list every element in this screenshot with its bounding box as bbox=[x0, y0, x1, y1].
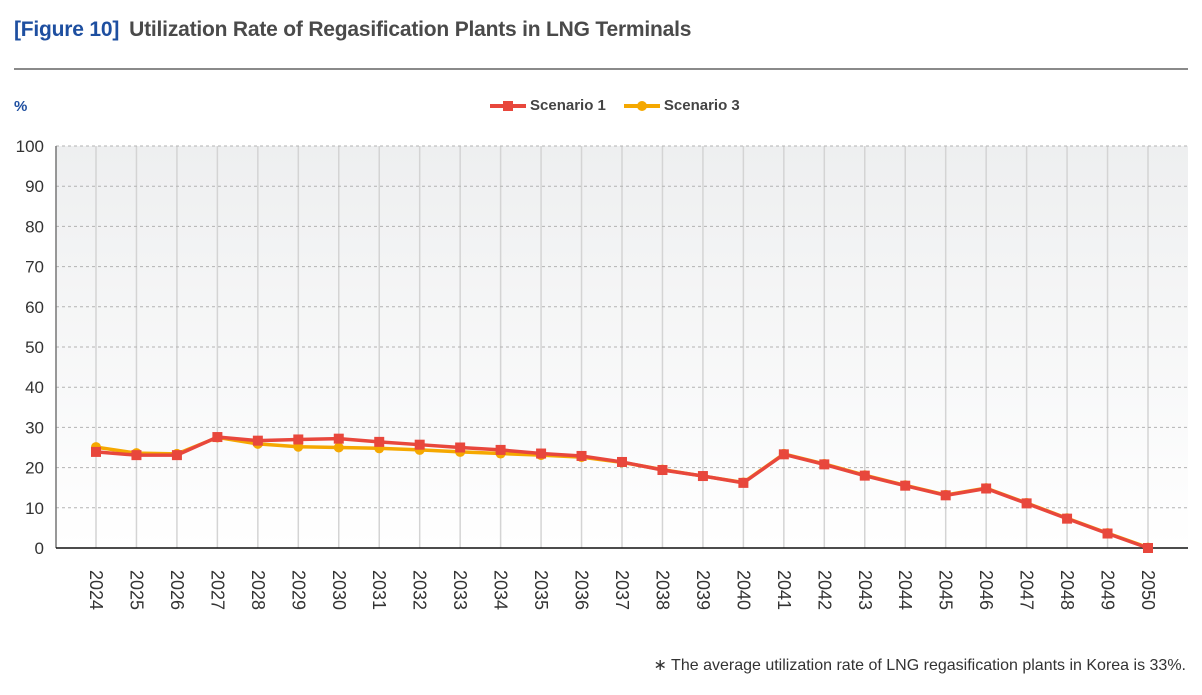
legend-circle-marker-icon bbox=[623, 100, 660, 111]
x-tick-label: 2040 bbox=[733, 570, 753, 610]
figure-title: [Figure 10] Utilization Rate of Regasific… bbox=[14, 18, 691, 42]
y-tick-label: 40 bbox=[25, 378, 44, 397]
data-point bbox=[859, 470, 870, 481]
data-point bbox=[1062, 513, 1073, 524]
data-point bbox=[455, 442, 466, 453]
data-point bbox=[414, 439, 425, 450]
y-tick-label: 90 bbox=[25, 177, 44, 196]
chart-legend: Scenario 1 Scenario 3 bbox=[490, 97, 758, 114]
x-tick-label: 2048 bbox=[1057, 570, 1077, 610]
x-tick-label: 2033 bbox=[450, 570, 470, 610]
x-tick-label: 2030 bbox=[329, 570, 349, 610]
x-tick-label: 2028 bbox=[248, 570, 268, 610]
data-point bbox=[1021, 498, 1032, 509]
data-point bbox=[374, 436, 385, 447]
x-tick-label: 2037 bbox=[612, 570, 632, 610]
data-point bbox=[1102, 528, 1113, 539]
data-point bbox=[576, 450, 587, 461]
y-tick-label: 50 bbox=[25, 338, 44, 357]
x-tick-label: 2050 bbox=[1138, 570, 1158, 610]
x-tick-label: 2041 bbox=[774, 570, 794, 610]
y-tick-label: 20 bbox=[25, 459, 44, 478]
series-scenario-1 bbox=[91, 432, 1153, 553]
x-tick-label: 2024 bbox=[86, 570, 106, 610]
legend-item-scenario-1: Scenario 1 bbox=[490, 97, 606, 114]
data-point bbox=[536, 448, 547, 459]
data-point bbox=[495, 444, 506, 455]
x-tick-label: 2035 bbox=[531, 570, 551, 610]
data-point bbox=[981, 483, 992, 494]
legend-square-marker-icon bbox=[490, 100, 526, 111]
footnote: ∗ The average utilization rate of LNG re… bbox=[653, 657, 1186, 674]
legend-item-scenario-3: Scenario 3 bbox=[623, 97, 740, 114]
data-point bbox=[778, 449, 789, 460]
data-point bbox=[333, 442, 344, 453]
y-tick-label: 10 bbox=[25, 499, 44, 518]
x-tick-label: 2047 bbox=[1017, 570, 1037, 610]
data-point bbox=[738, 477, 749, 488]
data-point bbox=[333, 433, 344, 444]
legend-label-scenario-3: Scenario 3 bbox=[663, 97, 740, 114]
data-point bbox=[697, 471, 708, 482]
data-point bbox=[171, 450, 182, 461]
x-tick-label: 2027 bbox=[207, 570, 227, 610]
data-point bbox=[940, 490, 951, 501]
y-tick-label: 60 bbox=[25, 298, 44, 317]
x-tick-label: 2031 bbox=[369, 570, 389, 610]
data-point bbox=[900, 480, 911, 491]
x-tick-label: 2049 bbox=[1098, 570, 1118, 610]
data-point bbox=[212, 432, 223, 443]
x-tick-label: 2038 bbox=[652, 570, 672, 610]
data-point bbox=[657, 465, 668, 476]
data-point bbox=[617, 456, 627, 467]
x-tick-label: 2029 bbox=[288, 570, 308, 610]
figure-label: [Figure 10] bbox=[14, 18, 120, 41]
data-point bbox=[91, 446, 101, 457]
y-tick-label: 0 bbox=[35, 539, 44, 558]
figure-title-text: Utilization Rate of Regasification Plant… bbox=[129, 18, 692, 41]
x-tick-label: 2034 bbox=[491, 570, 511, 610]
x-tick-label: 2032 bbox=[410, 570, 430, 610]
x-tick-label: 2044 bbox=[895, 570, 915, 610]
data-point bbox=[131, 450, 142, 461]
x-tick-label: 2045 bbox=[936, 570, 956, 610]
y-tick-label: 70 bbox=[25, 258, 44, 277]
title-divider bbox=[14, 68, 1188, 70]
x-tick-label: 2036 bbox=[572, 570, 592, 610]
y-tick-label: 80 bbox=[25, 217, 44, 236]
data-point bbox=[293, 434, 304, 445]
x-tick-label: 2026 bbox=[167, 570, 187, 610]
x-tick-label: 2043 bbox=[855, 570, 875, 610]
x-tick-label: 2039 bbox=[693, 570, 713, 610]
data-point bbox=[1143, 543, 1153, 553]
y-axis-unit-label: % bbox=[14, 98, 28, 115]
x-tick-label: 2042 bbox=[814, 570, 834, 610]
y-tick-label: 30 bbox=[25, 418, 44, 437]
x-tick-label: 2046 bbox=[976, 570, 996, 610]
x-tick-label: 2025 bbox=[126, 570, 146, 610]
data-point bbox=[252, 435, 263, 446]
y-tick-label: 100 bbox=[16, 137, 44, 156]
data-point bbox=[819, 459, 830, 470]
legend-label-scenario-1: Scenario 1 bbox=[530, 97, 606, 114]
